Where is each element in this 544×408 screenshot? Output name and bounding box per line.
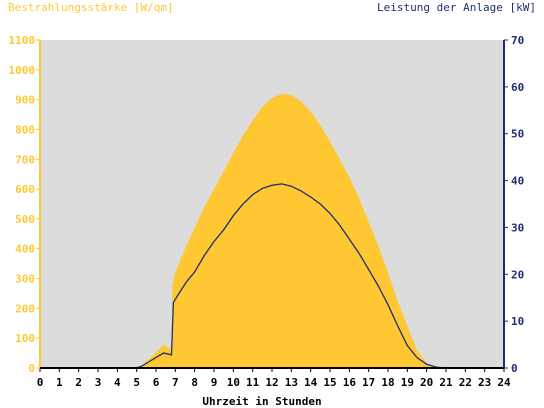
y-left-tick-label: 700 <box>15 153 35 166</box>
x-tick-label: 22 <box>459 376 472 389</box>
x-tick-label: 7 <box>172 376 179 389</box>
x-tick-label: 9 <box>211 376 218 389</box>
x-tick-label: 18 <box>381 376 394 389</box>
y-left-tick-label: 300 <box>15 273 35 286</box>
y-left-tick-label: 900 <box>15 94 35 107</box>
x-tick-label: 4 <box>114 376 121 389</box>
y-left-tick-label: 800 <box>15 123 35 136</box>
y-left-tick-label: 600 <box>15 183 35 196</box>
left-axis-title: Bestrahlungsstärke [W/qm] <box>8 1 174 14</box>
x-tick-label: 11 <box>246 376 260 389</box>
x-tick-label: 19 <box>401 376 414 389</box>
y-left-tick-label: 100 <box>15 332 35 345</box>
x-tick-label: 15 <box>323 376 336 389</box>
irradiance-area <box>40 93 504 368</box>
x-tick-label: 12 <box>265 376 278 389</box>
x-tick-label: 23 <box>478 376 491 389</box>
y-right-tick-label: 60 <box>511 81 524 94</box>
y-right-tick-label: 40 <box>511 175 524 188</box>
x-tick-label: 5 <box>133 376 140 389</box>
y-left-tick-label: 200 <box>15 302 35 315</box>
x-tick-label: 14 <box>304 376 318 389</box>
x-tick-label: 13 <box>285 376 298 389</box>
x-tick-label: 1 <box>56 376 63 389</box>
x-tick-label: 8 <box>191 376 198 389</box>
x-axis-title: Uhrzeit in Stunden <box>202 395 321 408</box>
y-right-tick-label: 50 <box>511 128 524 141</box>
y-right-tick-label: 10 <box>511 315 524 328</box>
x-tick-label: 10 <box>227 376 240 389</box>
y-right-tick-label: 70 <box>511 34 524 47</box>
y-left-tick-group: 0 100 200 300 400 500 600 700 800 900 1000 1100 <box>9 34 40 375</box>
y-right-tick-group: 0 10 20 30 40 50 60 70 <box>504 34 524 375</box>
y-left-tick-label: 400 <box>15 243 35 256</box>
x-tick-label: 20 <box>420 376 433 389</box>
y-left-tick-label: 500 <box>15 213 35 226</box>
y-left-tick-label: 1000 <box>9 64 36 77</box>
y-right-tick-label: 30 <box>511 221 524 234</box>
x-tick-label: 16 <box>343 376 357 389</box>
power-line <box>40 183 504 369</box>
y-right-tick-label: 20 <box>511 268 524 281</box>
y-right-tick-label: 0 <box>511 362 518 375</box>
x-tick-label: 6 <box>153 376 160 389</box>
x-tick-label: 17 <box>362 376 375 389</box>
x-tick-label: 0 <box>37 376 44 389</box>
y-left-tick-label: 0 <box>28 362 35 375</box>
x-tick-label: 24 <box>497 376 511 389</box>
x-tick-label: 3 <box>95 376 102 389</box>
x-tick-label: 2 <box>75 376 82 389</box>
x-tick-group: 0 1 2 3 4 5 6 7 8 9 10 11 12 13 14 15 16 17 18 19 20 21 22 23 24 <box>37 368 511 389</box>
y-left-tick-label: 1100 <box>9 34 36 47</box>
x-tick-label: 21 <box>439 376 453 389</box>
right-axis-title: Leistung der Anlage [kW] <box>377 1 536 14</box>
